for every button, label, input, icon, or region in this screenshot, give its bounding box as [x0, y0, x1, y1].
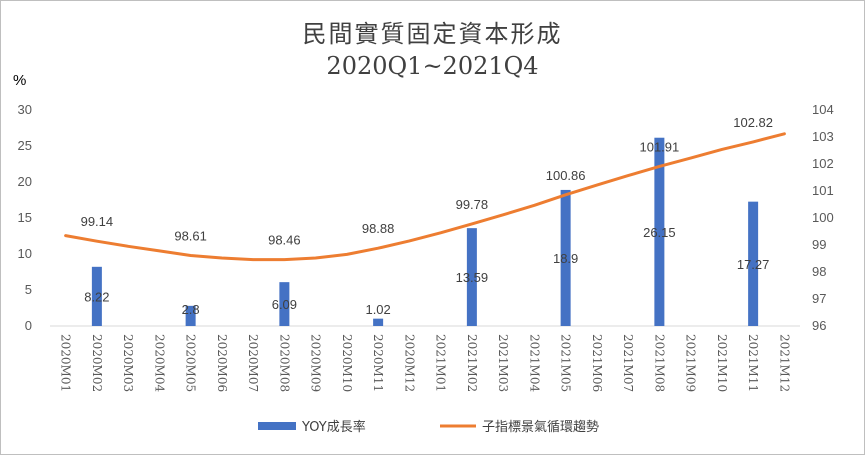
- x-tick-label: 2020M07: [246, 334, 260, 392]
- x-tick-label: 2020M04: [152, 334, 166, 392]
- x-tick-label: 2021M03: [496, 334, 510, 392]
- legend-label-line: 子指標景氣循環趨勢: [482, 420, 599, 435]
- x-tick-label: 2021M11: [746, 334, 760, 392]
- legend-swatch-bar: [258, 422, 296, 430]
- x-tick-label: 2021M12: [777, 334, 791, 392]
- x-tick-label: 2021M02: [465, 334, 479, 392]
- x-tick-label: 2020M10: [340, 334, 354, 392]
- trend-line: [64, 132, 786, 262]
- bar: [748, 201, 759, 326]
- y-left-tick-label: 25: [18, 138, 32, 153]
- x-tick-label: 2021M09: [684, 334, 698, 392]
- x-tick-label: 2020M02: [90, 334, 104, 392]
- bar: [466, 228, 477, 326]
- x-tick-label: 2020M03: [121, 334, 135, 392]
- bar-data-label: 26.15: [643, 225, 676, 240]
- bar-data-label: 17.27: [737, 257, 770, 272]
- line-data-label: 98.46: [268, 233, 301, 248]
- y-right-tick-label: 104: [812, 102, 834, 117]
- x-tick-label: 2021M10: [715, 334, 729, 392]
- x-tick-label: 2021M07: [621, 334, 635, 392]
- chart-title: 民間實質固定資本形成: [302, 20, 563, 48]
- chart-subtitle: 2020Q1~2021Q4: [326, 52, 539, 80]
- x-tick-label: 2021M06: [590, 334, 604, 392]
- x-tick-label: 2020M01: [59, 334, 73, 392]
- x-tick-label: 2020M11: [371, 334, 385, 392]
- y-left-tick-label: 15: [18, 210, 32, 225]
- x-tick-label: 2021M04: [527, 334, 541, 392]
- x-tick-label: 2021M05: [559, 334, 573, 392]
- bar-data-label: 6.09: [272, 297, 297, 312]
- y-left-tick-label: 10: [18, 246, 32, 261]
- line-data-label: 98.88: [362, 221, 395, 236]
- y-right-tick-label: 97: [812, 291, 826, 306]
- line-data-label: 99.14: [81, 214, 114, 229]
- bar: [279, 282, 290, 326]
- y-right-tick-label: 99: [812, 237, 826, 252]
- x-tick-label: 2021M01: [434, 334, 448, 392]
- bar-data-label: 18.9: [553, 251, 578, 266]
- bar-data-label: 2.8: [182, 302, 200, 317]
- y-right-tick-label: 102: [812, 156, 834, 171]
- x-tick-label: 2020M05: [184, 334, 198, 392]
- y-right-tick-label: 101: [812, 183, 834, 198]
- x-tick-label: 2020M08: [277, 334, 291, 392]
- y-left-tick-label: 20: [18, 174, 32, 189]
- y-left-tick-label: 0: [25, 318, 32, 333]
- line-data-label: 98.61: [174, 229, 207, 244]
- y-right-tick-label: 100: [812, 210, 834, 225]
- bar: [373, 318, 384, 326]
- bar: [560, 189, 571, 326]
- x-tick-label: 2021M08: [652, 334, 666, 392]
- y-right-tick-label: 96: [812, 318, 826, 333]
- y-right-tick-label: 103: [812, 129, 834, 144]
- y-left-tick-label: 30: [18, 102, 32, 117]
- y-left-unit-label: %: [13, 72, 27, 89]
- legend-label-bar: YOY成長率: [301, 419, 366, 435]
- line-data-label: 99.78: [456, 197, 489, 212]
- x-tick-label: 2020M06: [215, 334, 229, 392]
- bar-data-label: 13.59: [456, 270, 489, 285]
- x-tick-label: 2020M09: [309, 334, 323, 392]
- y-right-tick-label: 98: [812, 264, 826, 279]
- line-data-label: 101.91: [639, 139, 679, 154]
- bar: [185, 305, 196, 326]
- bar: [91, 266, 102, 326]
- line-data-label: 102.82: [733, 115, 773, 130]
- line-data-label: 100.86: [546, 168, 586, 183]
- x-tick-label: 2020M12: [402, 334, 416, 392]
- bar-data-label: 8.22: [84, 289, 109, 304]
- bar: [654, 137, 665, 326]
- y-left-tick-label: 5: [25, 282, 32, 297]
- bar-data-label: 1.02: [365, 302, 390, 317]
